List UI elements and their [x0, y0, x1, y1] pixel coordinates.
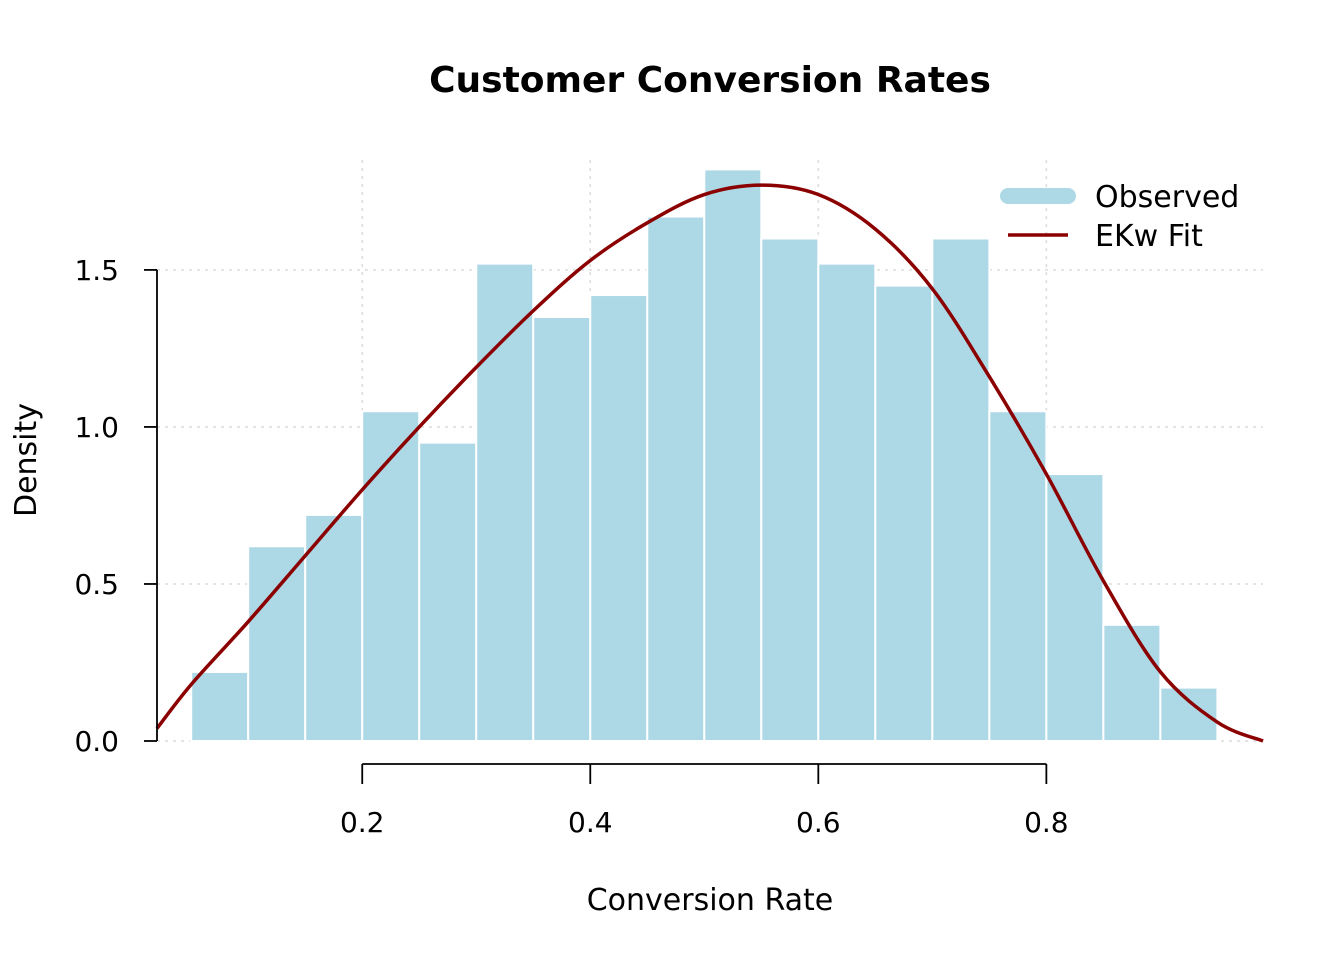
- histogram-bar: [304, 513, 364, 743]
- y-tick-label: 1.5: [74, 254, 119, 287]
- chart-title: Customer Conversion Rates: [429, 60, 991, 101]
- fit-curve: [155, 183, 1264, 743]
- histogram-bar: [589, 294, 649, 742]
- histogram-bar: [874, 284, 934, 742]
- histogram-bar: [646, 215, 706, 742]
- y-tick-label: 0.5: [74, 568, 119, 601]
- histogram-bar: [817, 262, 877, 742]
- histogram-bar: [760, 237, 820, 742]
- histogram-bar: [532, 316, 592, 742]
- histogram-bar: [475, 262, 535, 742]
- x-axis-label: Conversion Rate: [587, 883, 834, 918]
- histogram-bar: [703, 168, 763, 742]
- curve-layer: [155, 183, 1264, 743]
- histogram-bar: [1102, 623, 1162, 742]
- x-tick-label: 0.4: [568, 806, 613, 839]
- y-tick-label: 0.0: [74, 725, 119, 758]
- axis-layer: 0.0 0.5 1.0 1.5 0.2 0.4 0.6 0.8: [74, 254, 1068, 839]
- x-tick-label: 0.8: [1024, 806, 1069, 839]
- legend-label-observed: Observed: [1095, 180, 1239, 215]
- histogram-bar: [361, 410, 421, 742]
- y-axis-label: Density: [9, 403, 44, 517]
- x-tick-label: 0.6: [796, 806, 841, 839]
- y-tick-label: 1.0: [74, 411, 119, 444]
- bar-layer: [190, 168, 1219, 743]
- histogram-bar: [190, 670, 250, 742]
- legend-label-fit: EKw Fit: [1095, 219, 1203, 254]
- legend: Observed EKw Fit: [1000, 180, 1239, 254]
- histogram-bar: [418, 441, 478, 742]
- x-tick-label: 0.2: [340, 806, 385, 839]
- histogram-bar: [247, 545, 307, 743]
- histogram-bar: [931, 237, 991, 742]
- histogram-bar: [1045, 473, 1105, 742]
